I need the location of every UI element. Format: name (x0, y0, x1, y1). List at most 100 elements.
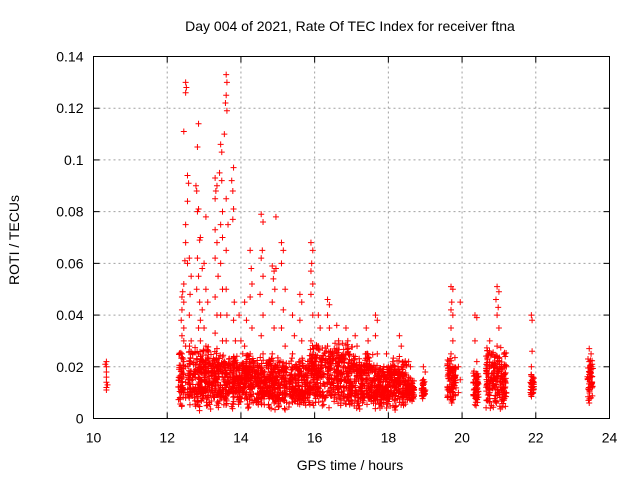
data-point (335, 400, 342, 407)
data-point (289, 312, 296, 319)
data-point (195, 120, 202, 127)
x-tick-label: 14 (233, 430, 249, 446)
data-point (207, 351, 214, 358)
data-point (383, 404, 390, 411)
data-point (385, 384, 392, 391)
data-point (502, 353, 509, 360)
data-point (230, 364, 237, 371)
data-point (201, 260, 208, 267)
data-point (331, 369, 338, 376)
data-point (184, 198, 191, 205)
data-point (373, 383, 380, 390)
data-point (203, 402, 210, 409)
data-point (206, 399, 213, 406)
data-point (312, 392, 319, 399)
y-tick-label: 0.08 (56, 204, 83, 220)
data-point (277, 398, 284, 405)
data-point (230, 317, 237, 324)
data-point (212, 195, 219, 202)
data-point (225, 363, 232, 370)
data-point (202, 286, 209, 293)
data-point (365, 388, 372, 395)
data-point (222, 100, 229, 107)
data-point (495, 358, 502, 365)
data-point (218, 149, 225, 156)
data-point (381, 387, 388, 394)
data-point (316, 354, 323, 361)
data-point (324, 312, 331, 319)
data-point (235, 387, 242, 394)
data-point (178, 355, 185, 362)
data-point (202, 389, 209, 396)
data-point (291, 389, 298, 396)
data-point (195, 325, 202, 331)
data-point (248, 281, 255, 288)
data-point (289, 376, 296, 383)
data-point (103, 387, 110, 394)
data-point (282, 378, 289, 385)
data-point (195, 350, 202, 357)
data-point (324, 296, 331, 303)
y-tick-label: 0.04 (56, 307, 83, 323)
data-point (178, 368, 185, 375)
data-point (180, 374, 187, 381)
data-point (410, 393, 417, 400)
data-point (348, 370, 355, 377)
data-point (212, 293, 219, 300)
data-point (325, 348, 332, 355)
data-point (374, 394, 381, 401)
data-point (276, 359, 283, 366)
data-point (180, 281, 187, 288)
data-point (213, 402, 220, 409)
data-point (405, 358, 412, 365)
data-point (309, 399, 316, 406)
data-point (291, 332, 298, 339)
data-point (286, 400, 293, 407)
data-point (495, 389, 502, 396)
data-point (181, 257, 188, 264)
data-point (188, 348, 195, 355)
data-point (363, 376, 370, 383)
data-point (486, 398, 493, 405)
data-point (473, 402, 480, 409)
data-point (212, 226, 219, 233)
data-point (383, 350, 390, 357)
data-point (241, 384, 248, 391)
data-point (226, 355, 233, 362)
data-point (385, 379, 392, 386)
data-point (103, 368, 110, 375)
data-point (270, 275, 277, 282)
data-point (335, 389, 342, 396)
data-point (448, 325, 455, 331)
data-point (183, 84, 190, 91)
data-point (449, 389, 456, 396)
data-point (211, 394, 218, 401)
data-point (243, 317, 250, 324)
plot-frame (93, 56, 610, 419)
data-point (188, 389, 195, 396)
data-point (448, 306, 455, 313)
data-point (104, 381, 111, 388)
data-point (586, 358, 593, 365)
data-point (585, 356, 592, 363)
data-point (473, 358, 480, 365)
data-point (326, 325, 333, 331)
data-point (391, 363, 398, 370)
data-point (306, 397, 313, 404)
data-point (405, 394, 412, 401)
data-point (309, 247, 316, 254)
data-point (197, 337, 204, 344)
data-point (484, 359, 491, 366)
x-tick-label: 18 (381, 430, 397, 446)
data-point (220, 401, 227, 408)
data-point (501, 376, 508, 383)
y-tick-label: 0 (76, 411, 84, 427)
data-point (258, 395, 265, 402)
data-point (276, 384, 283, 391)
data-point (342, 376, 349, 383)
data-point (272, 265, 279, 272)
data-point (303, 366, 310, 373)
data-point (219, 208, 226, 215)
data-point (278, 325, 285, 331)
data-point (397, 372, 404, 379)
